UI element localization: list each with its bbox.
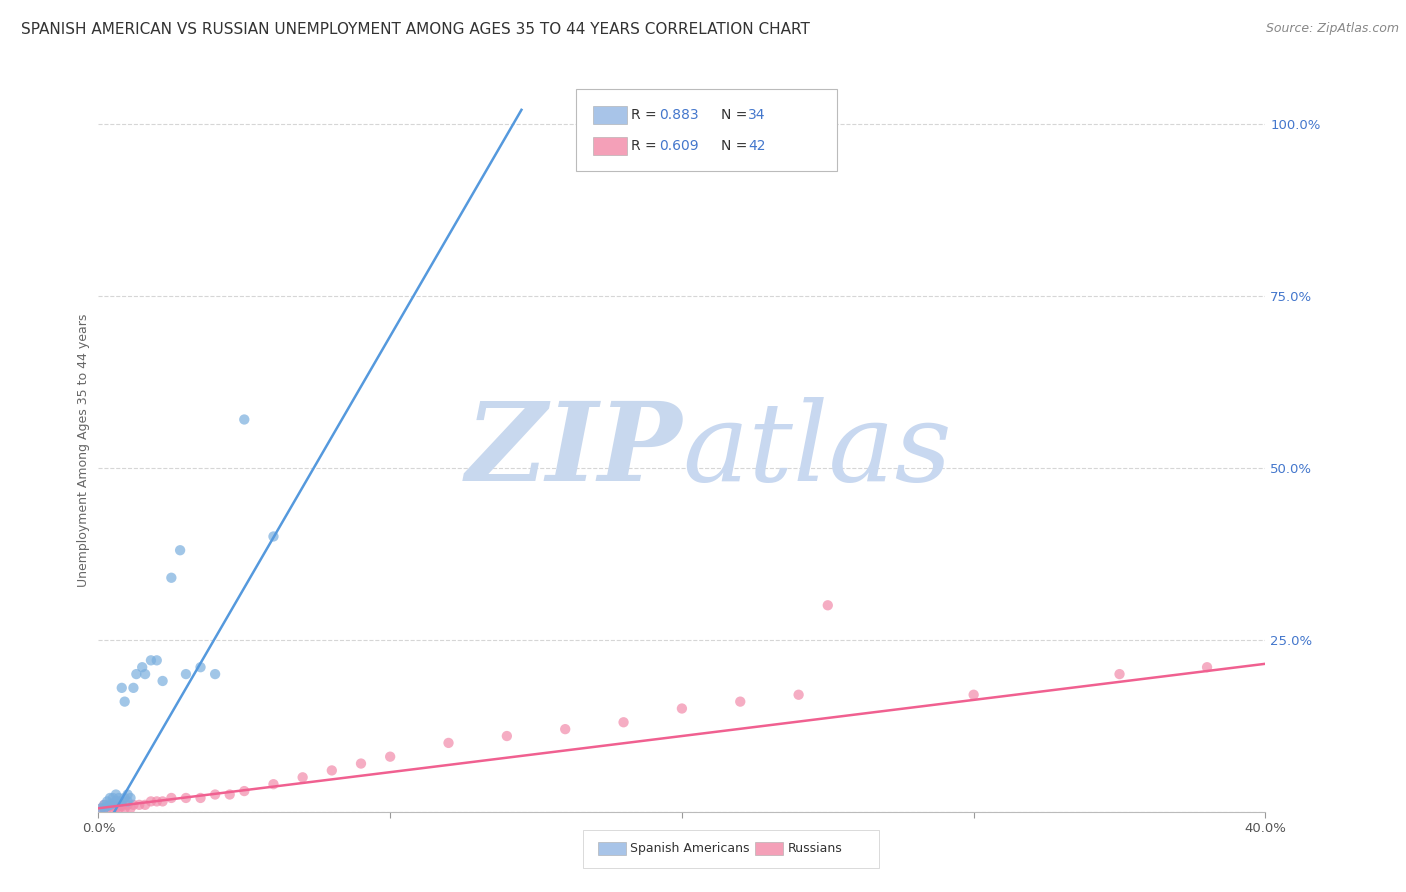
- Point: [114, 695, 136, 709]
- Text: R =: R =: [631, 108, 661, 122]
- Point: [101, 797, 124, 812]
- Point: [90, 801, 112, 815]
- Point: [190, 660, 212, 674]
- Point: [117, 794, 139, 808]
- Text: N =: N =: [721, 139, 752, 153]
- Point: [962, 688, 984, 702]
- Point: [554, 722, 576, 736]
- Point: [134, 667, 156, 681]
- Point: [117, 797, 139, 812]
- Y-axis label: Unemployment Among Ages 35 to 44 years: Unemployment Among Ages 35 to 44 years: [77, 314, 90, 587]
- Point: [131, 660, 153, 674]
- Point: [104, 801, 127, 815]
- Point: [93, 801, 115, 815]
- Point: [204, 667, 226, 681]
- Point: [111, 794, 134, 808]
- Point: [169, 543, 191, 558]
- Point: [93, 801, 115, 815]
- Point: [160, 791, 183, 805]
- Point: [108, 791, 131, 805]
- Point: [117, 788, 139, 802]
- Point: [291, 770, 314, 784]
- Point: [160, 571, 183, 585]
- Point: [111, 799, 134, 814]
- Point: [262, 777, 284, 791]
- Point: [134, 797, 156, 812]
- Text: Russians: Russians: [787, 842, 842, 855]
- Point: [321, 764, 343, 778]
- Point: [496, 729, 519, 743]
- Point: [120, 791, 142, 805]
- Point: [114, 801, 136, 815]
- Point: [152, 673, 174, 688]
- Point: [93, 797, 115, 812]
- Text: R =: R =: [631, 139, 661, 153]
- Point: [146, 794, 169, 808]
- Point: [233, 412, 256, 426]
- Point: [1108, 667, 1130, 681]
- Point: [174, 667, 197, 681]
- Point: [98, 797, 121, 812]
- Point: [111, 681, 134, 695]
- Point: [108, 794, 131, 808]
- Text: atlas: atlas: [682, 397, 952, 504]
- Point: [122, 681, 145, 695]
- Point: [101, 797, 124, 811]
- Point: [96, 801, 118, 815]
- Point: [101, 791, 124, 805]
- Point: [111, 797, 134, 812]
- Point: [139, 794, 162, 808]
- Point: [96, 799, 118, 814]
- Point: [204, 788, 226, 802]
- Point: [125, 667, 148, 681]
- Point: [437, 736, 460, 750]
- Point: [190, 791, 212, 805]
- Point: [174, 791, 197, 805]
- Point: [787, 688, 810, 702]
- Point: [90, 801, 112, 815]
- Point: [1195, 660, 1218, 674]
- Point: [98, 799, 121, 814]
- Point: [350, 756, 373, 771]
- Point: [146, 653, 169, 667]
- Point: [380, 749, 402, 764]
- Point: [218, 788, 240, 802]
- Point: [262, 529, 284, 543]
- Point: [730, 695, 752, 709]
- Point: [817, 599, 839, 613]
- Point: [114, 791, 136, 805]
- Text: SPANISH AMERICAN VS RUSSIAN UNEMPLOYMENT AMONG AGES 35 TO 44 YEARS CORRELATION C: SPANISH AMERICAN VS RUSSIAN UNEMPLOYMENT…: [21, 22, 810, 37]
- Point: [101, 801, 124, 815]
- Point: [128, 797, 150, 812]
- Point: [96, 794, 118, 808]
- Point: [139, 653, 162, 667]
- Point: [122, 797, 145, 812]
- Point: [98, 791, 121, 805]
- Point: [104, 794, 127, 808]
- Text: 0.883: 0.883: [659, 108, 699, 122]
- Point: [671, 701, 693, 715]
- Text: Source: ZipAtlas.com: Source: ZipAtlas.com: [1265, 22, 1399, 36]
- Point: [120, 801, 142, 815]
- Point: [612, 715, 634, 730]
- Text: 42: 42: [748, 139, 765, 153]
- Text: ZIP: ZIP: [465, 397, 682, 504]
- Point: [108, 801, 131, 815]
- Text: 0.609: 0.609: [659, 139, 699, 153]
- Text: Spanish Americans: Spanish Americans: [630, 842, 749, 855]
- Point: [104, 788, 127, 802]
- Point: [233, 784, 256, 798]
- Point: [93, 797, 115, 812]
- Text: 34: 34: [748, 108, 765, 122]
- Text: N =: N =: [721, 108, 752, 122]
- Point: [152, 794, 174, 808]
